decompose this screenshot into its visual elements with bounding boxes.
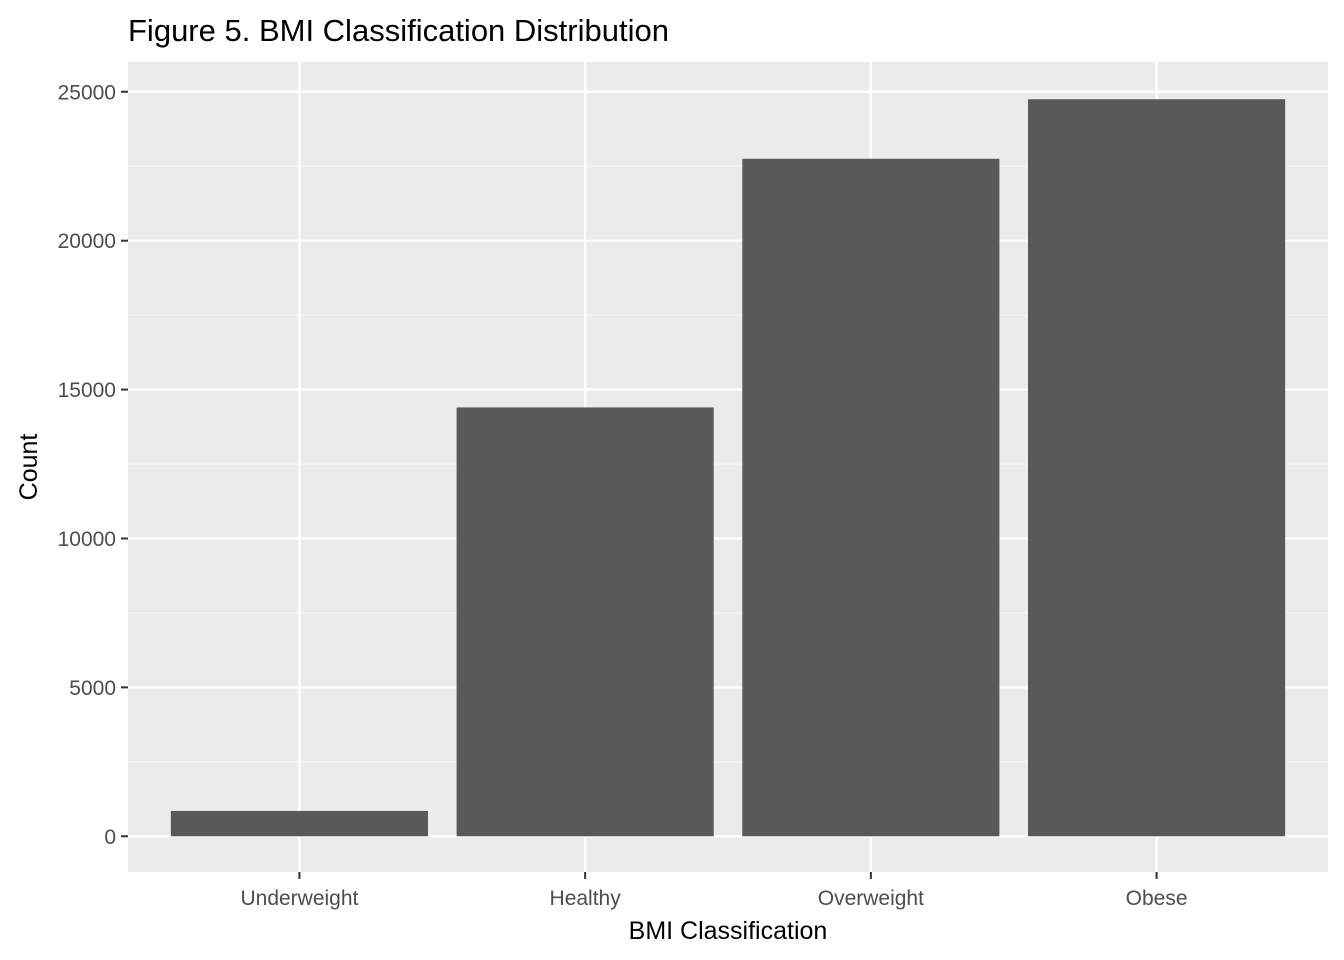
bar-overweight: [742, 158, 1000, 837]
y-tick-label: 10000: [58, 528, 116, 551]
bars: [170, 99, 1286, 837]
y-tick-label: 15000: [58, 379, 116, 402]
x-tick-label: Underweight: [240, 887, 358, 910]
bar-healthy: [456, 407, 714, 837]
x-axis-title: BMI Classification: [629, 917, 828, 945]
bar-underweight: [170, 810, 428, 837]
y-tick-label: 20000: [58, 230, 116, 253]
y-tick-label: 5000: [69, 677, 116, 700]
y-axis-title: Count: [15, 434, 43, 501]
x-tick-label: Overweight: [818, 887, 924, 910]
chart-title: Figure 5. BMI Classification Distributio…: [128, 13, 669, 48]
y-tick-label: 0: [104, 826, 116, 849]
x-tick-label: Healthy: [550, 887, 622, 910]
axes: 0 5000 10000 15000 20000 25000 Underweight Heal…: [58, 81, 1188, 910]
bar-obese: [1028, 99, 1286, 837]
x-tick-label: Obese: [1126, 887, 1188, 910]
y-tick-label: 25000: [58, 81, 116, 104]
